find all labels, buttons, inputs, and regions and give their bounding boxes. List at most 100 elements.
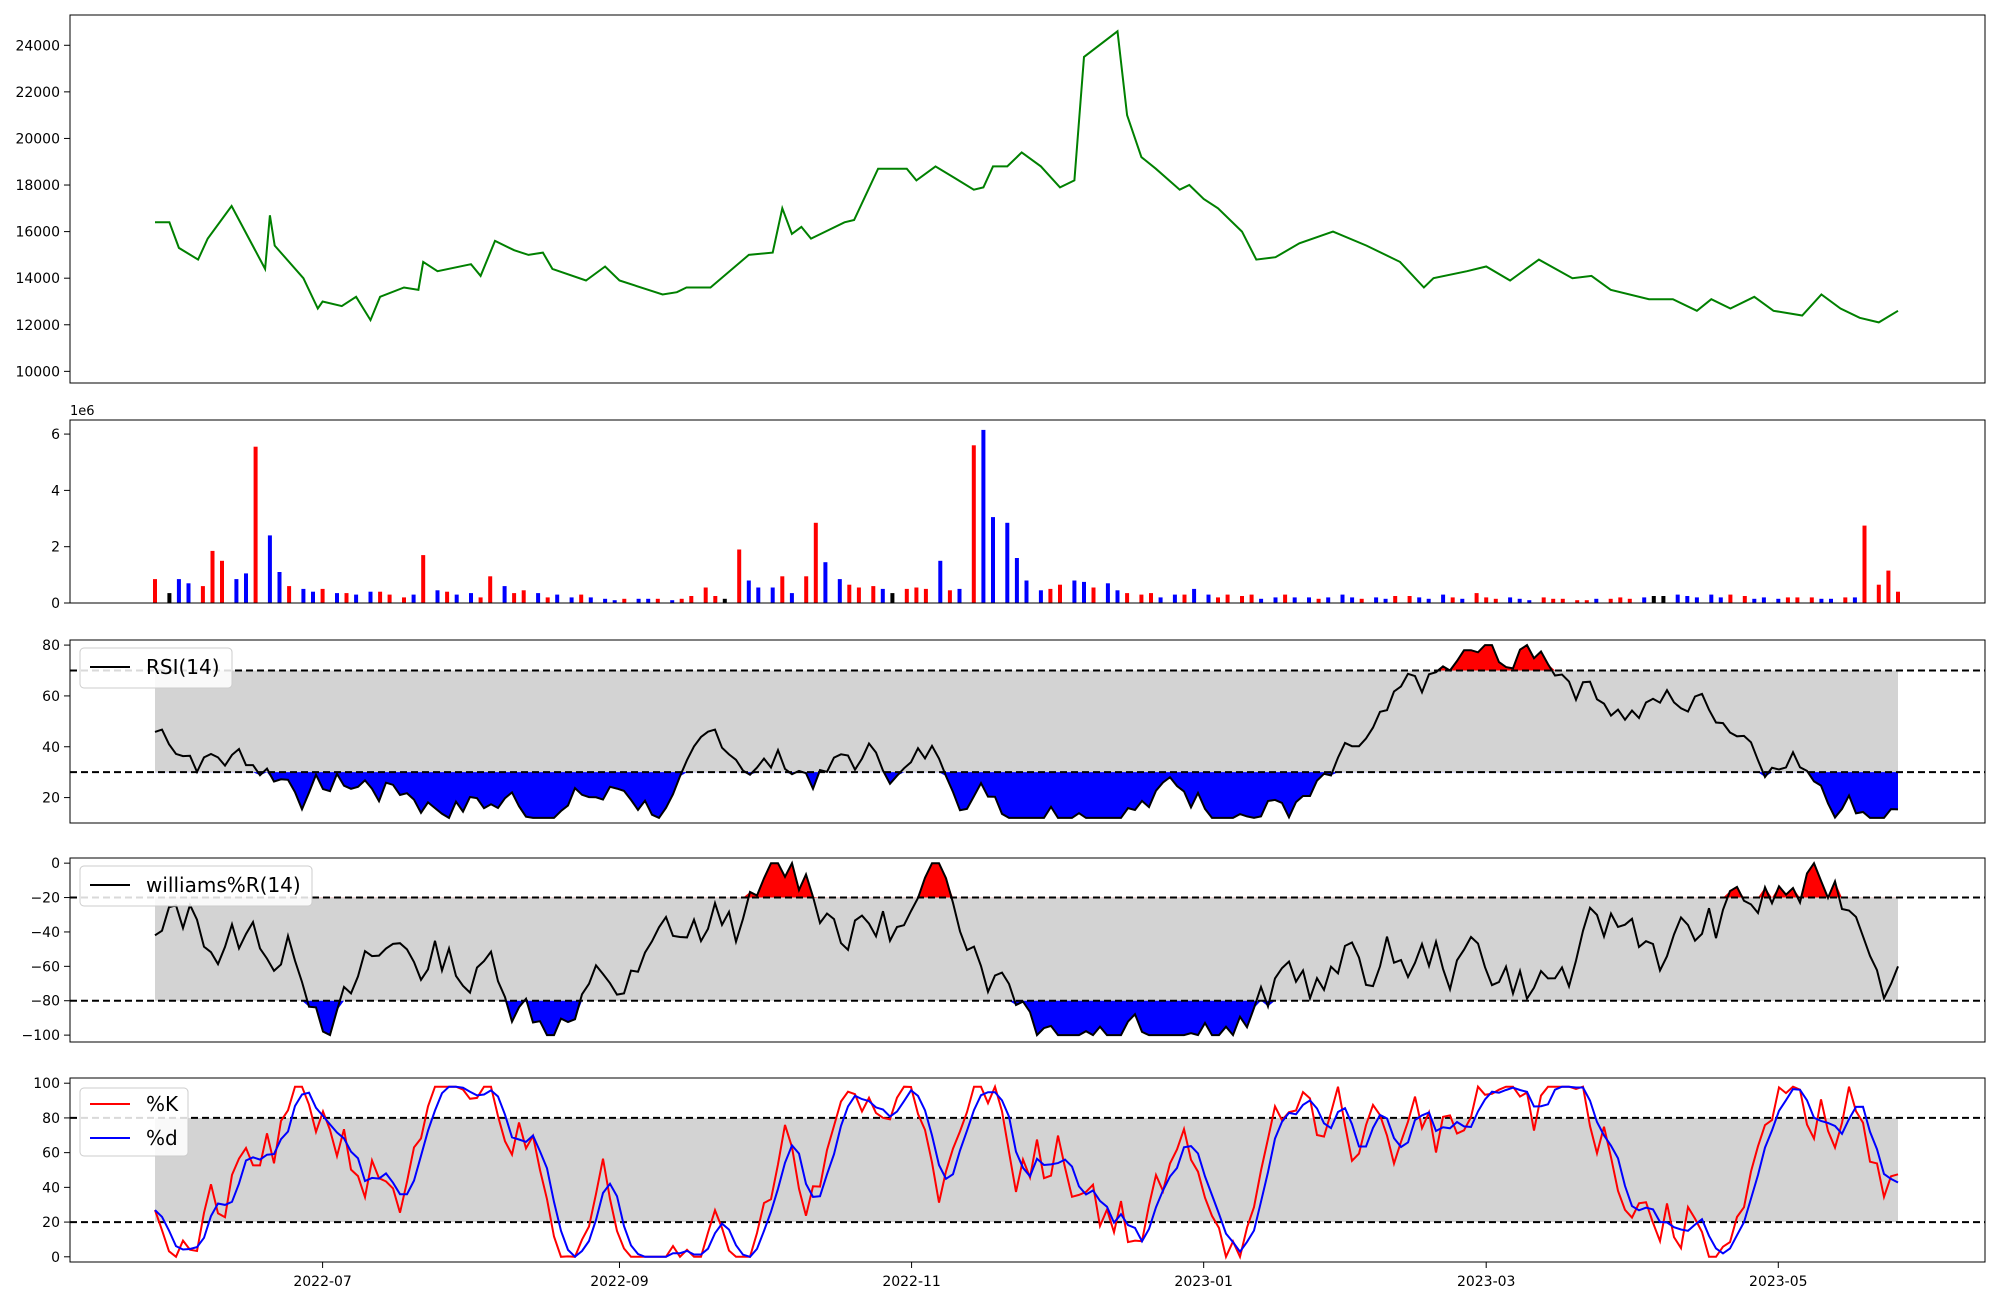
williams-legend-label: williams%R(14)	[146, 873, 301, 897]
volume-bar	[153, 579, 157, 603]
volume-bar	[938, 560, 943, 603]
stochastic-ytick-label: 100	[33, 1076, 60, 1092]
x-tick-label: 2023-03	[1457, 1274, 1516, 1290]
williams-ytick-label: −20	[30, 891, 60, 907]
volume-bar	[387, 594, 392, 603]
rsi-panel: 20 40 60 80 RSI(14)	[42, 638, 1986, 824]
volume-bar	[957, 588, 962, 603]
x-tick-label: 2023-01	[1174, 1274, 1233, 1290]
volume-bar	[1876, 584, 1881, 603]
volume-bar	[253, 446, 258, 603]
volume-bar	[469, 593, 473, 603]
volume-bar	[1852, 597, 1857, 603]
volume-bar	[402, 597, 406, 603]
volume-bar	[847, 584, 852, 603]
williams-line	[154, 860, 1899, 1038]
volume-offset-label: 1e6	[70, 404, 95, 419]
price-ytick-label: 16000	[15, 225, 60, 241]
volume-bar	[1508, 597, 1513, 603]
volume-bar	[971, 445, 976, 603]
volume-bar	[1627, 598, 1632, 603]
price-ytick-label: 24000	[15, 38, 60, 54]
volume-bar	[1326, 597, 1331, 603]
rsi-ytick-label: 40	[42, 740, 60, 756]
stochastic-panel: 0 20 40 60 80 100 %K %d	[33, 1076, 1986, 1266]
volume-bar	[1575, 600, 1580, 603]
volume-bar	[1206, 594, 1211, 603]
volume-bar	[1249, 594, 1254, 603]
volume-bar	[210, 550, 215, 603]
volume-bar	[1125, 593, 1130, 603]
volume-bar	[1316, 598, 1321, 603]
volume-bar	[234, 579, 239, 603]
volume-ytick-label: 0	[51, 596, 60, 612]
volume-bar	[837, 579, 842, 603]
volume-bar	[200, 586, 205, 603]
williams-overbought-fill	[155, 863, 1898, 898]
volume-bar	[981, 429, 986, 603]
volume-bar	[1024, 580, 1029, 603]
volume-bar	[1618, 597, 1623, 603]
price-ytick-label: 20000	[15, 131, 60, 147]
volume-bar	[1829, 598, 1833, 603]
volume-bar	[1675, 594, 1680, 603]
volume-bar	[301, 588, 306, 603]
price-panel: 10000 12000 14000 16000 18000 20000 22000 24000	[15, 14, 1986, 384]
volume-bar	[1728, 594, 1733, 603]
volume-bar	[1608, 598, 1613, 603]
volume-bar	[335, 593, 339, 603]
volume-bar	[488, 576, 493, 603]
volume-bar	[603, 598, 608, 603]
williams-panel: 0 −20 −40 −60 −80 −100 williams%R(14)	[22, 856, 1986, 1044]
volume-bar	[1393, 596, 1398, 603]
volume-bar	[689, 596, 694, 603]
volume-ytick-label: 6	[51, 427, 60, 443]
volume-bar	[746, 580, 751, 603]
volume-bar	[1752, 598, 1757, 603]
volume-bar	[1082, 581, 1086, 603]
volume-ytick-label: 2	[51, 540, 60, 556]
volume-bar	[1426, 598, 1431, 603]
rsi-ytick-label: 80	[42, 638, 60, 654]
volume-bar	[1493, 598, 1498, 603]
volume-bar	[1776, 598, 1781, 603]
volume-bar	[991, 517, 995, 603]
price-ytick-label: 22000	[15, 85, 60, 101]
volume-bar	[1005, 522, 1010, 603]
volume-bar	[1172, 594, 1177, 603]
price-ytick-label: 14000	[15, 271, 60, 287]
volume-panel: 0 2 4 6 1e6	[51, 404, 1986, 612]
williams-ytick-label: −40	[30, 925, 60, 941]
volume-bar	[1091, 587, 1096, 603]
volume-bar	[1517, 598, 1522, 603]
volume-bar	[703, 587, 708, 603]
volume-bar	[646, 598, 651, 603]
volume-bar	[1694, 597, 1699, 603]
volume-bar	[789, 593, 794, 603]
x-tick-label: 2023-05	[1749, 1274, 1808, 1290]
volume-bar	[368, 591, 373, 603]
rsi-legend-label: RSI(14)	[146, 655, 220, 679]
volume-bar	[1192, 588, 1197, 603]
volume-bar	[1048, 588, 1053, 603]
williams-frame	[69, 857, 1986, 1043]
stochastic-ytick-label: 20	[42, 1215, 60, 1231]
volume-bar	[588, 597, 593, 603]
x-tick-label: 2022-07	[293, 1274, 352, 1290]
volume-bar	[1240, 596, 1244, 603]
volume-bar	[1283, 594, 1288, 603]
volume-bar	[713, 596, 718, 603]
volume-bar	[1896, 591, 1900, 603]
volume-bar	[378, 591, 383, 603]
volume-bar	[287, 586, 292, 603]
volume-bar	[722, 598, 727, 603]
volume-bar	[167, 593, 172, 603]
volume-bar	[411, 594, 416, 603]
volume-bar	[545, 597, 550, 603]
volume-bar	[1541, 597, 1546, 603]
volume-bar	[1273, 597, 1278, 603]
volume-bar	[512, 593, 517, 603]
stochastic-ytick-label: 0	[51, 1250, 60, 1266]
volume-bar	[880, 588, 885, 603]
volume-bar	[1374, 597, 1379, 603]
